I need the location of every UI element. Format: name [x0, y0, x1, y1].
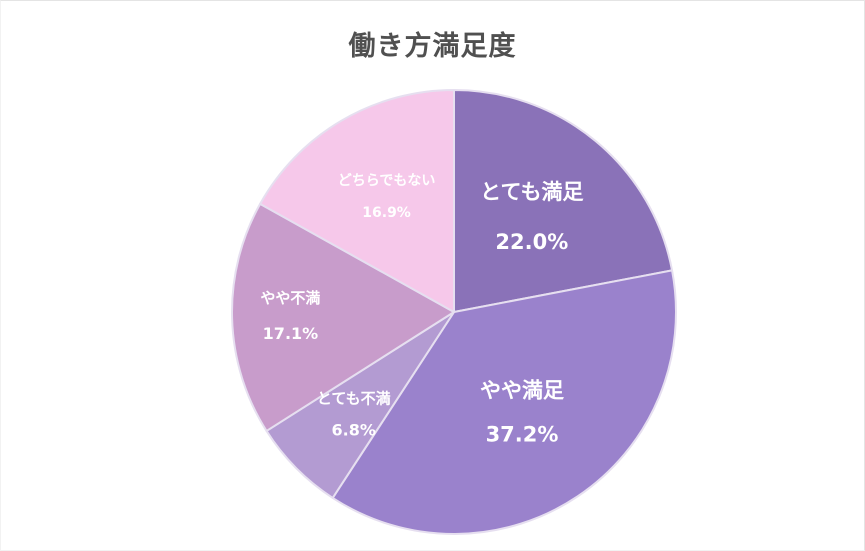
- pie-slice-label: どちらでもない: [338, 173, 436, 189]
- pie-slice: [331, 269, 677, 535]
- chart-title: 働き方満足度: [348, 31, 517, 62]
- pie-slice-value-label: 16.9%: [362, 205, 411, 221]
- pie-slice-label: とても不満: [317, 389, 391, 407]
- pie-labels: とても満足 22.0% やや満足 37.2% とても不満 6.8% やや不満 17.1% どちら…: [260, 173, 583, 446]
- pie-slices: [231, 89, 677, 535]
- pie-slice-label: やや満足: [480, 378, 564, 402]
- pie-slice-label: とても満足: [480, 180, 583, 204]
- pie-slice-value-label: 37.2%: [486, 422, 559, 446]
- pie-slice-value-label: 17.1%: [263, 324, 319, 343]
- pie-slice-value-label: 6.8%: [332, 420, 376, 439]
- pie-slice-value-label: 22.0%: [495, 230, 568, 254]
- pie-slice: [453, 89, 674, 313]
- pie-slice: [259, 89, 455, 313]
- pie-slice: [231, 202, 455, 432]
- pie-slice-label: やや不満: [260, 289, 320, 307]
